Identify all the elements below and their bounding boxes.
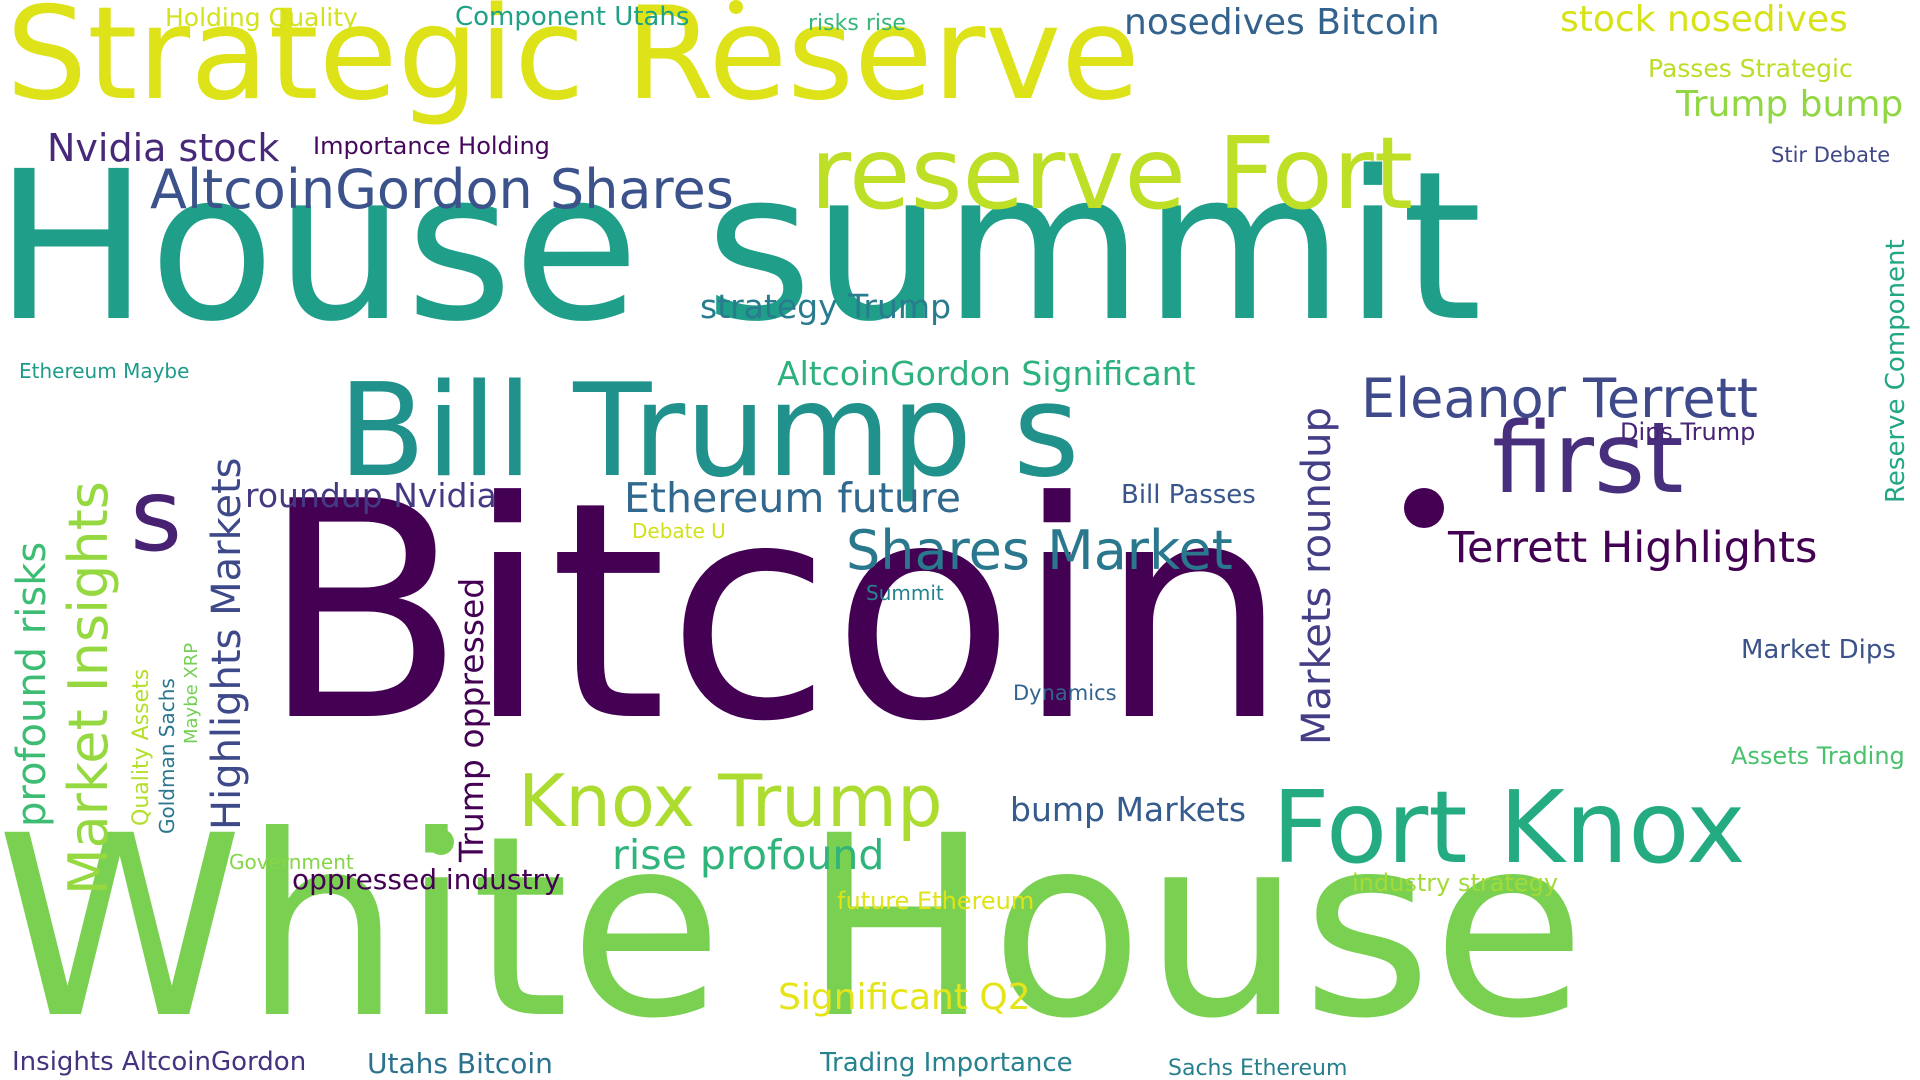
word: Bitcoin: [260, 438, 1289, 787]
word: Terrett Highlights: [1448, 523, 1818, 573]
word: future Ethereum: [837, 887, 1035, 915]
word: Importance Holding: [313, 132, 550, 160]
word: Bill Passes: [1121, 480, 1256, 510]
word: AltcoinGordon Significant: [777, 354, 1196, 393]
word: Goldman Sachs: [155, 678, 179, 834]
word: Sachs Ethereum: [1168, 1056, 1348, 1080]
word: Component Utahs: [455, 2, 690, 32]
word: Stir Debate: [1771, 143, 1891, 167]
word: Quality Assets: [129, 668, 154, 826]
word: strategy Trump: [700, 287, 952, 326]
word: Trump oppressed: [452, 577, 491, 862]
word: Markets roundup: [1294, 407, 1340, 745]
word: Bill Trump s: [338, 357, 1080, 506]
word: Trump bump: [1676, 84, 1904, 125]
word: AltcoinGordon Shares: [150, 158, 734, 221]
word: Passes Strategic: [1648, 54, 1853, 83]
word: Assets Trading: [1731, 742, 1905, 770]
word: Summit: [866, 581, 944, 605]
word: oppressed industry: [292, 863, 561, 896]
word: Knox Trump: [518, 759, 943, 843]
word: Fort Knox: [1272, 769, 1746, 886]
word: profound risks: [9, 541, 55, 827]
word: Shares Market: [846, 519, 1233, 582]
word: Maybe XRP: [181, 642, 202, 744]
word: reserve Fort: [810, 115, 1414, 232]
word: Market Dips: [1741, 635, 1896, 665]
word: Holding Quality: [165, 3, 358, 32]
word: roundup Nvidia: [245, 476, 497, 515]
word: s: [130, 457, 183, 574]
i-dot: [428, 829, 454, 855]
word: White House: [0, 782, 1586, 1073]
i-dot: [729, 0, 743, 14]
word: Dips Trump: [1620, 418, 1756, 446]
word: industry strategy: [1352, 869, 1559, 897]
word: risks rise: [808, 11, 906, 36]
word: Eleanor Terrett: [1361, 367, 1758, 430]
word: House summit: [0, 127, 1483, 367]
word: Utahs Bitcoin: [367, 1047, 553, 1080]
word: Ethereum Maybe: [19, 359, 190, 383]
word: Government: [229, 850, 354, 874]
word: Market Insights: [57, 481, 120, 895]
word: Significant Q2: [778, 977, 1031, 1018]
word: nosedives Bitcoin: [1124, 2, 1440, 43]
word: rise profound: [612, 831, 885, 879]
word: bump Markets: [1010, 790, 1247, 829]
word: Insights AltcoinGordon: [12, 1047, 307, 1077]
word: Ethereum future: [624, 474, 961, 522]
word: Strategic Reserve: [6, 0, 1140, 129]
word: Nvidia stock: [47, 126, 280, 170]
word: first: [1492, 402, 1684, 516]
word: stock nosedives: [1560, 0, 1848, 40]
word: Trading Importance: [820, 1048, 1073, 1078]
i-dot: [1404, 488, 1444, 528]
word: Highlights Markets: [204, 457, 250, 830]
word: Debate U: [632, 519, 726, 543]
word: Dynamics: [1013, 681, 1117, 705]
word: Reserve Component: [1881, 239, 1911, 503]
